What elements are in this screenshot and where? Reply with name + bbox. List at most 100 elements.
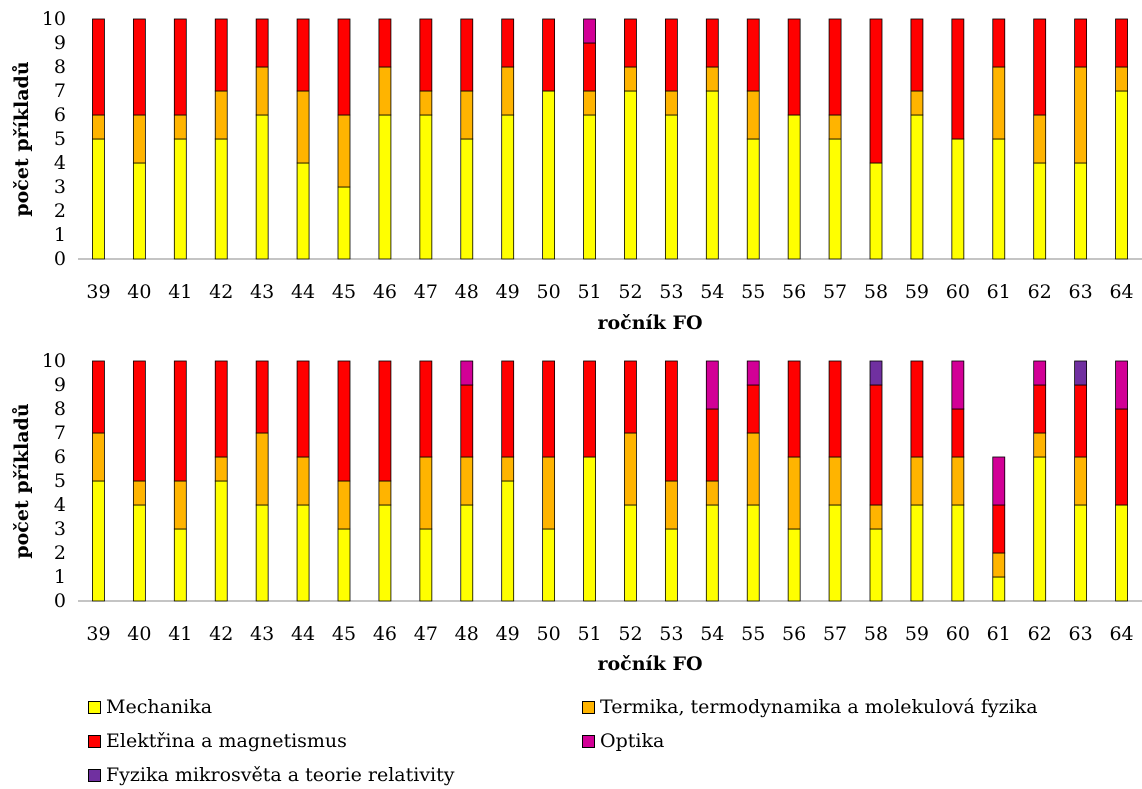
y-tick-label: 2: [54, 542, 66, 564]
bar-segment-elektrina: [460, 384, 474, 458]
bar-segment-termika: [787, 456, 801, 530]
x-tick-label: 51: [577, 281, 601, 303]
bar-segment-mechanika: [92, 138, 105, 260]
x-tick-label: 64: [1109, 623, 1133, 645]
bar-segment-termika: [542, 456, 556, 530]
bar-segment-mechanika: [337, 186, 351, 260]
x-tick-label: 50: [537, 623, 561, 645]
bar-segment-termika: [1115, 66, 1128, 92]
bar-segment-termika: [501, 456, 515, 482]
bar-segment-mechanika: [664, 114, 678, 260]
x-tick-label: 61: [987, 281, 1011, 303]
bar-segment-mechanika: [378, 504, 392, 602]
bar-segment-termika: [664, 90, 678, 116]
x-tick-label: 49: [496, 623, 520, 645]
bar-segment-elektrina: [378, 18, 392, 68]
bar-segment-elektrina: [992, 504, 1006, 554]
bar-segment-mechanika: [173, 138, 187, 260]
x-tick-label: 64: [1109, 281, 1133, 303]
bar-segment-termika: [1074, 456, 1088, 506]
legend: Mechanika Termika, termodynamika a molek…: [88, 696, 1128, 786]
bar-segment-elektrina: [705, 18, 719, 68]
y-tick-label: 0: [54, 590, 66, 612]
bar-segment-termika: [296, 456, 310, 506]
bar-segment-mechanika: [828, 138, 842, 260]
legend-swatch-fyzika-mikrosveta: [88, 768, 101, 782]
x-tick-label: 46: [373, 623, 397, 645]
x-tick-label: 43: [250, 281, 274, 303]
bar-segment-termika: [92, 432, 105, 482]
x-tick-label: 40: [127, 281, 151, 303]
bar-segment-elektrina: [92, 18, 105, 116]
x-tick-label: 44: [291, 281, 315, 303]
x-tick-label: 42: [209, 623, 233, 645]
bar-segment-mechanika: [787, 528, 801, 602]
bar-segment-elektrina: [664, 360, 678, 482]
bar-segment-elektrina: [296, 360, 310, 458]
bar-segment-mechanika: [542, 90, 556, 260]
bar-segment-termika: [132, 114, 146, 164]
bar-segment-mechanika: [214, 480, 228, 602]
bar-segment-elektrina: [1074, 18, 1088, 68]
bar-segment-elektrina: [173, 18, 187, 116]
x-tick-label: 52: [618, 281, 642, 303]
bar-segment-mechanika: [746, 138, 760, 260]
bar-segment-optika: [746, 360, 760, 386]
bar-segment-mechanika: [419, 528, 433, 602]
bar-segment-elektrina: [828, 360, 842, 458]
bar-segment-mechanika: [992, 138, 1006, 260]
bar-segment-mechanika: [460, 504, 474, 602]
x-tick-label: 59: [905, 623, 929, 645]
y-tick-label: 4: [54, 494, 66, 516]
bar-segment-elektrina: [337, 18, 351, 116]
bar-segment-mechanika: [1033, 456, 1047, 602]
bar-segment-termika: [173, 480, 187, 530]
bar-segment-termika: [132, 480, 146, 506]
bar-segment-elektrina: [173, 360, 187, 482]
legend-item-termika: Termika, termodynamika a molekulová fyzi…: [582, 696, 1038, 718]
legend-swatch-mechanika: [88, 700, 101, 714]
bar-segment-elektrina: [828, 18, 842, 116]
bar-segment-termika: [378, 66, 392, 116]
bar-segment-termika: [255, 66, 269, 116]
x-tick-label: 43: [250, 623, 274, 645]
bar-segment-termika: [664, 480, 678, 530]
bar-segment-termika: [869, 504, 883, 530]
legend-label-optika: Optika: [600, 730, 665, 752]
bar-segment-elektrina: [542, 360, 556, 458]
bar-segment-elektrina: [1033, 18, 1047, 116]
x-tick-label: 44: [291, 623, 315, 645]
bar-segment-termika: [746, 432, 760, 506]
x-axis-title: ročník FO: [597, 312, 702, 334]
bar-segment-mechanika: [624, 504, 637, 602]
legend-label-mechanika: Mechanika: [106, 696, 213, 718]
x-tick-label: 47: [414, 623, 438, 645]
bar-segment-termika: [951, 456, 965, 506]
legend-label-elektrina: Elektřina a magnetismus: [106, 730, 347, 752]
y-tick-label: 9: [54, 374, 66, 396]
bar-segment-elektrina: [992, 18, 1006, 68]
y-tick-label: 1: [54, 224, 66, 246]
bar-segment-termika: [378, 480, 392, 506]
bar-segment-termika: [1033, 114, 1047, 164]
bar-segment-termika: [296, 90, 310, 164]
legend-item-elektrina: Elektřina a magnetismus: [88, 730, 347, 752]
bar-segment-optika: [460, 360, 474, 386]
bar-segment-termika: [992, 552, 1006, 578]
bar-segment-elektrina: [1033, 384, 1047, 434]
x-tick-label: 40: [127, 623, 151, 645]
bar-segment-mechanika: [255, 114, 269, 260]
y-axis-title: počet příkladů: [11, 403, 33, 558]
y-tick-label: 6: [54, 446, 66, 468]
bar-segment-termika: [460, 456, 474, 506]
y-tick-label: 1: [54, 566, 66, 588]
bar-segment-elektrina: [214, 360, 228, 458]
bar-segment-mechanika: [132, 504, 146, 602]
bar-segment-termika: [705, 480, 719, 506]
bar-segment-mechanika: [501, 114, 515, 260]
bar-segment-mechanika: [296, 504, 310, 602]
bar-segment-elektrina: [132, 18, 146, 116]
x-tick-label: 39: [86, 623, 110, 645]
